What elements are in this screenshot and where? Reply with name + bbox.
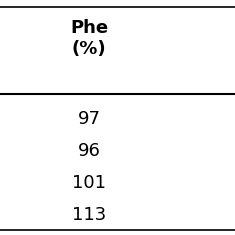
Text: 101: 101 <box>72 174 106 192</box>
Text: 96: 96 <box>78 142 101 160</box>
Text: Phe
(%): Phe (%) <box>70 19 108 58</box>
Text: 97: 97 <box>78 110 101 129</box>
Text: 113: 113 <box>72 206 106 224</box>
